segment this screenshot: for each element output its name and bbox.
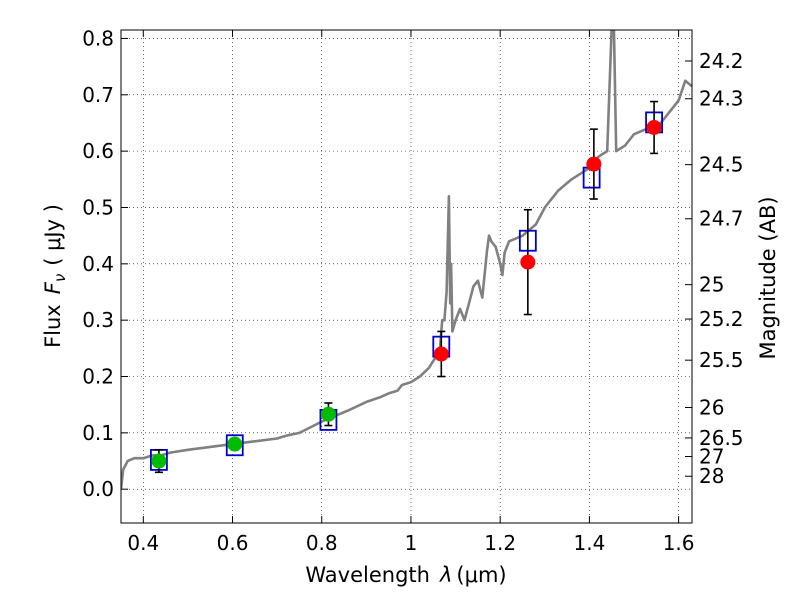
right-tick-label: 24.2: [699, 49, 744, 73]
y-tick-label: 0.0: [82, 477, 114, 501]
right-tick-label: 25.2: [699, 307, 744, 331]
x-tick-label: 1.4: [573, 531, 605, 555]
right-tick-label: 24.3: [699, 87, 744, 111]
data-point: [646, 119, 662, 135]
data-point: [520, 254, 536, 270]
y-axis-label: FluxFν( μJy ): [41, 204, 69, 348]
right-tick-label: 24.5: [699, 153, 744, 177]
data-point: [433, 346, 449, 362]
data-point: [227, 436, 243, 452]
y-tick-label: 0.6: [82, 139, 114, 163]
y-tick-label: 0.5: [82, 195, 114, 219]
grid-lines: [121, 30, 692, 523]
plot-area: [121, 30, 692, 490]
y-tick-label: 0.2: [82, 365, 114, 389]
y-tick-label: 0.1: [82, 421, 114, 445]
right-tick-label: 26.5: [699, 426, 744, 450]
model-box: [225, 434, 244, 457]
right-tick-label: 27: [699, 445, 724, 469]
x-tick-label: 0.4: [127, 531, 159, 555]
y-tick-label: 0.4: [82, 252, 114, 276]
x-tick-label: 0.6: [217, 531, 249, 555]
x-axis: 0.4 0.6 0.8 1 1.2 1.4 1.6: [127, 30, 695, 555]
y-tick-label: 0.7: [82, 83, 114, 107]
data-point: [320, 406, 336, 422]
right-tick-label: 25.5: [699, 348, 744, 372]
y-tick-label: 0.8: [82, 26, 114, 50]
y-axis-left: 0.0 0.1 0.2 0.3 0.4 0.5 0.6 0.7 0.8: [82, 26, 128, 501]
x-axis-label: Wavelength λ (μm): [305, 563, 506, 587]
x-tick-label: 1: [405, 531, 418, 555]
x-tick-label: 1.6: [663, 531, 695, 555]
right-tick-label: 28: [699, 464, 724, 488]
y-tick-label: 0.3: [82, 308, 114, 332]
plot-frame: [120, 29, 693, 524]
right-tick-label: 26: [699, 395, 724, 419]
data-point: [586, 156, 602, 172]
spectrum-line: [121, 30, 692, 490]
data-point: [151, 453, 167, 469]
x-tick-label: 0.8: [306, 531, 338, 555]
right-tick-label: 25: [699, 273, 724, 297]
right-tick-label: 24.7: [699, 207, 744, 231]
right-axis-label: Magnitude (AB): [756, 196, 780, 359]
x-tick-label: 1.2: [484, 531, 516, 555]
